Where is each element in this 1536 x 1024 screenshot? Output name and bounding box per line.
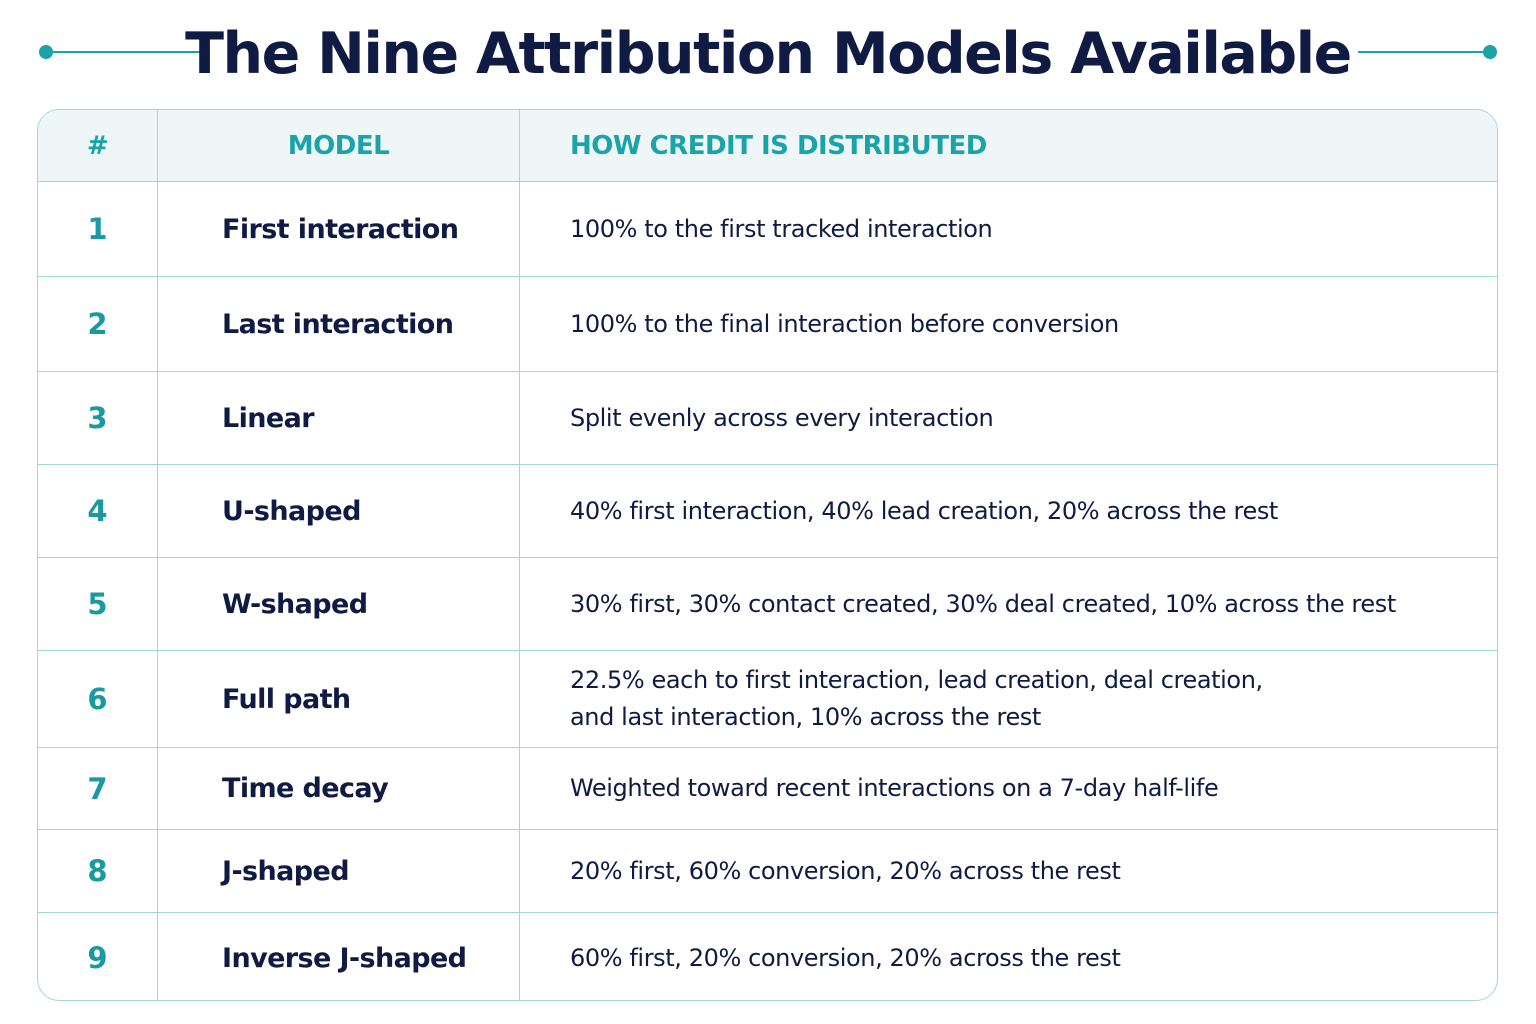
row-number-cell: 4 xyxy=(38,465,158,557)
credit-distribution-text: 100% to the final interaction before con… xyxy=(570,306,1119,343)
row-number-cell: 8 xyxy=(38,830,158,912)
row-model-cell: Last interaction xyxy=(158,277,520,371)
header-model-label: MODEL xyxy=(288,131,389,161)
table-row: 7 Time decay Weighted toward recent intera… xyxy=(38,748,1497,830)
row-description-cell: 40% first interaction, 40% lead creation… xyxy=(520,465,1497,557)
row-model-cell: J-shaped xyxy=(158,830,520,912)
row-number: 7 xyxy=(87,772,107,806)
header-cell-number: # xyxy=(38,110,158,181)
header-number-label: # xyxy=(87,131,108,161)
decorative-dot-right xyxy=(1483,45,1497,59)
attribution-models-table: # MODEL HOW CREDIT IS DISTRIBUTED 1 First… xyxy=(37,109,1498,1001)
row-number: 6 xyxy=(87,682,107,716)
model-name: Inverse J-shaped xyxy=(222,943,466,974)
row-number-cell: 5 xyxy=(38,558,158,650)
row-number-cell: 3 xyxy=(38,372,158,464)
row-number-cell: 9 xyxy=(38,913,158,1001)
table-row: 1 First interaction 100% to the first trac… xyxy=(38,182,1497,277)
credit-distribution-text: 30% first, 30% contact created, 30% deal… xyxy=(570,586,1396,623)
title-row: The Nine Attribution Models Available xyxy=(0,14,1536,90)
row-model-cell: First interaction xyxy=(158,182,520,276)
table-row: 6 Full path 22.5% each to first interactio… xyxy=(38,651,1497,748)
header-description-label: HOW CREDIT IS DISTRIBUTED xyxy=(570,131,987,161)
row-model-cell: W-shaped xyxy=(158,558,520,650)
model-name: Full path xyxy=(222,684,351,715)
model-name: Last interaction xyxy=(222,309,453,340)
row-description-cell: Weighted toward recent interactions on a… xyxy=(520,748,1497,829)
row-number: 9 xyxy=(87,941,107,975)
row-description-cell: 30% first, 30% contact created, 30% deal… xyxy=(520,558,1497,650)
row-description-cell: 100% to the first tracked interaction xyxy=(520,182,1497,276)
row-description-cell: 100% to the final interaction before con… xyxy=(520,277,1497,371)
row-model-cell: Full path xyxy=(158,651,520,747)
row-number-cell: 7 xyxy=(38,748,158,829)
table-row: 2 Last interaction 100% to the final inter… xyxy=(38,277,1497,372)
table-row: 4 U-shaped 40% first interaction, 40% lead… xyxy=(38,465,1497,558)
table-row: 8 J-shaped 20% first, 60% conversion, 20% … xyxy=(38,830,1497,913)
decorative-line-right xyxy=(1358,51,1490,53)
row-number-cell: 2 xyxy=(38,277,158,371)
credit-distribution-text: 22.5% each to first interaction, lead cr… xyxy=(570,662,1263,736)
model-name: W-shaped xyxy=(222,589,367,620)
header-cell-description: HOW CREDIT IS DISTRIBUTED xyxy=(520,110,1497,181)
row-number: 2 xyxy=(87,307,107,341)
credit-distribution-text: 60% first, 20% conversion, 20% across th… xyxy=(570,940,1121,977)
row-number: 5 xyxy=(87,587,107,621)
row-description-cell: 22.5% each to first interaction, lead cr… xyxy=(520,651,1497,747)
row-number-cell: 1 xyxy=(38,182,158,276)
model-name: U-shaped xyxy=(222,496,361,527)
table-row: 5 W-shaped 30% first, 30% contact created,… xyxy=(38,558,1497,651)
table-header-row: # MODEL HOW CREDIT IS DISTRIBUTED xyxy=(38,110,1497,182)
model-name: J-shaped xyxy=(222,856,349,887)
row-description-cell: 20% first, 60% conversion, 20% across th… xyxy=(520,830,1497,912)
row-model-cell: Linear xyxy=(158,372,520,464)
credit-distribution-text: Split evenly across every interaction xyxy=(570,400,993,437)
row-model-cell: U-shaped xyxy=(158,465,520,557)
credit-distribution-text: Weighted toward recent interactions on a… xyxy=(570,770,1218,807)
credit-distribution-text: 20% first, 60% conversion, 20% across th… xyxy=(570,853,1121,890)
model-name: First interaction xyxy=(222,214,458,245)
row-model-cell: Time decay xyxy=(158,748,520,829)
credit-distribution-text: 40% first interaction, 40% lead creation… xyxy=(570,493,1278,530)
row-number: 1 xyxy=(87,212,107,246)
row-model-cell: Inverse J-shaped xyxy=(158,913,520,1001)
credit-distribution-text: 100% to the first tracked interaction xyxy=(570,211,992,248)
table-row: 9 Inverse J-shaped 60% first, 20% conversi… xyxy=(38,913,1497,1001)
row-number-cell: 6 xyxy=(38,651,158,747)
row-number: 4 xyxy=(87,494,107,528)
page-title: The Nine Attribution Models Available xyxy=(0,18,1536,90)
table-row: 3 Linear Split evenly across every interac… xyxy=(38,372,1497,465)
header-cell-model: MODEL xyxy=(158,110,520,181)
model-name: Linear xyxy=(222,403,314,434)
table-body: 1 First interaction 100% to the first trac… xyxy=(38,182,1497,1001)
row-number: 8 xyxy=(87,854,107,888)
row-description-cell: 60% first, 20% conversion, 20% across th… xyxy=(520,913,1497,1001)
row-number: 3 xyxy=(87,401,107,435)
row-description-cell: Split evenly across every interaction xyxy=(520,372,1497,464)
model-name: Time decay xyxy=(222,773,388,804)
